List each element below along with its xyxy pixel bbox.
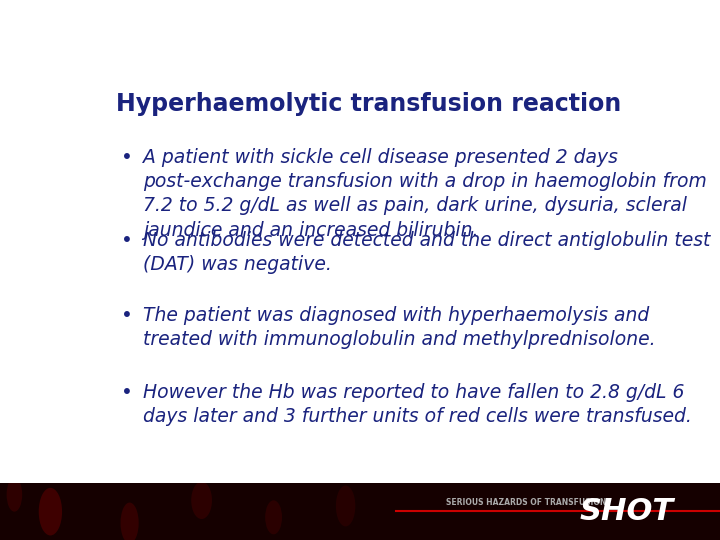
Text: The patient was diagnosed with hyperhaemolysis and treated with immunoglobulin a: The patient was diagnosed with hyperhaem… — [143, 306, 656, 349]
Text: However the Hb was reported to have fallen to 2.8 g/dL 6 days later and 3 furthe: However the Hb was reported to have fall… — [143, 383, 692, 426]
Ellipse shape — [120, 503, 139, 540]
Text: SHOT: SHOT — [580, 497, 673, 526]
Text: •: • — [121, 148, 132, 167]
Text: •: • — [121, 231, 132, 250]
Ellipse shape — [192, 482, 212, 519]
Ellipse shape — [39, 488, 62, 536]
Text: SERIOUS HAZARDS OF TRANSFUSION: SERIOUS HAZARDS OF TRANSFUSION — [446, 498, 607, 507]
Ellipse shape — [6, 477, 22, 512]
FancyBboxPatch shape — [0, 483, 720, 540]
Text: •: • — [121, 306, 132, 325]
Text: •: • — [121, 383, 132, 402]
Ellipse shape — [265, 500, 282, 535]
Ellipse shape — [336, 485, 356, 526]
Text: A patient with sickle cell disease presented 2 days post-exchange transfusion wi: A patient with sickle cell disease prese… — [143, 148, 707, 240]
Text: No antibodies were detected and the direct antiglobulin test (DAT) was negative.: No antibodies were detected and the dire… — [143, 231, 711, 274]
Text: Hyperhaemolytic transfusion reaction: Hyperhaemolytic transfusion reaction — [117, 92, 621, 116]
